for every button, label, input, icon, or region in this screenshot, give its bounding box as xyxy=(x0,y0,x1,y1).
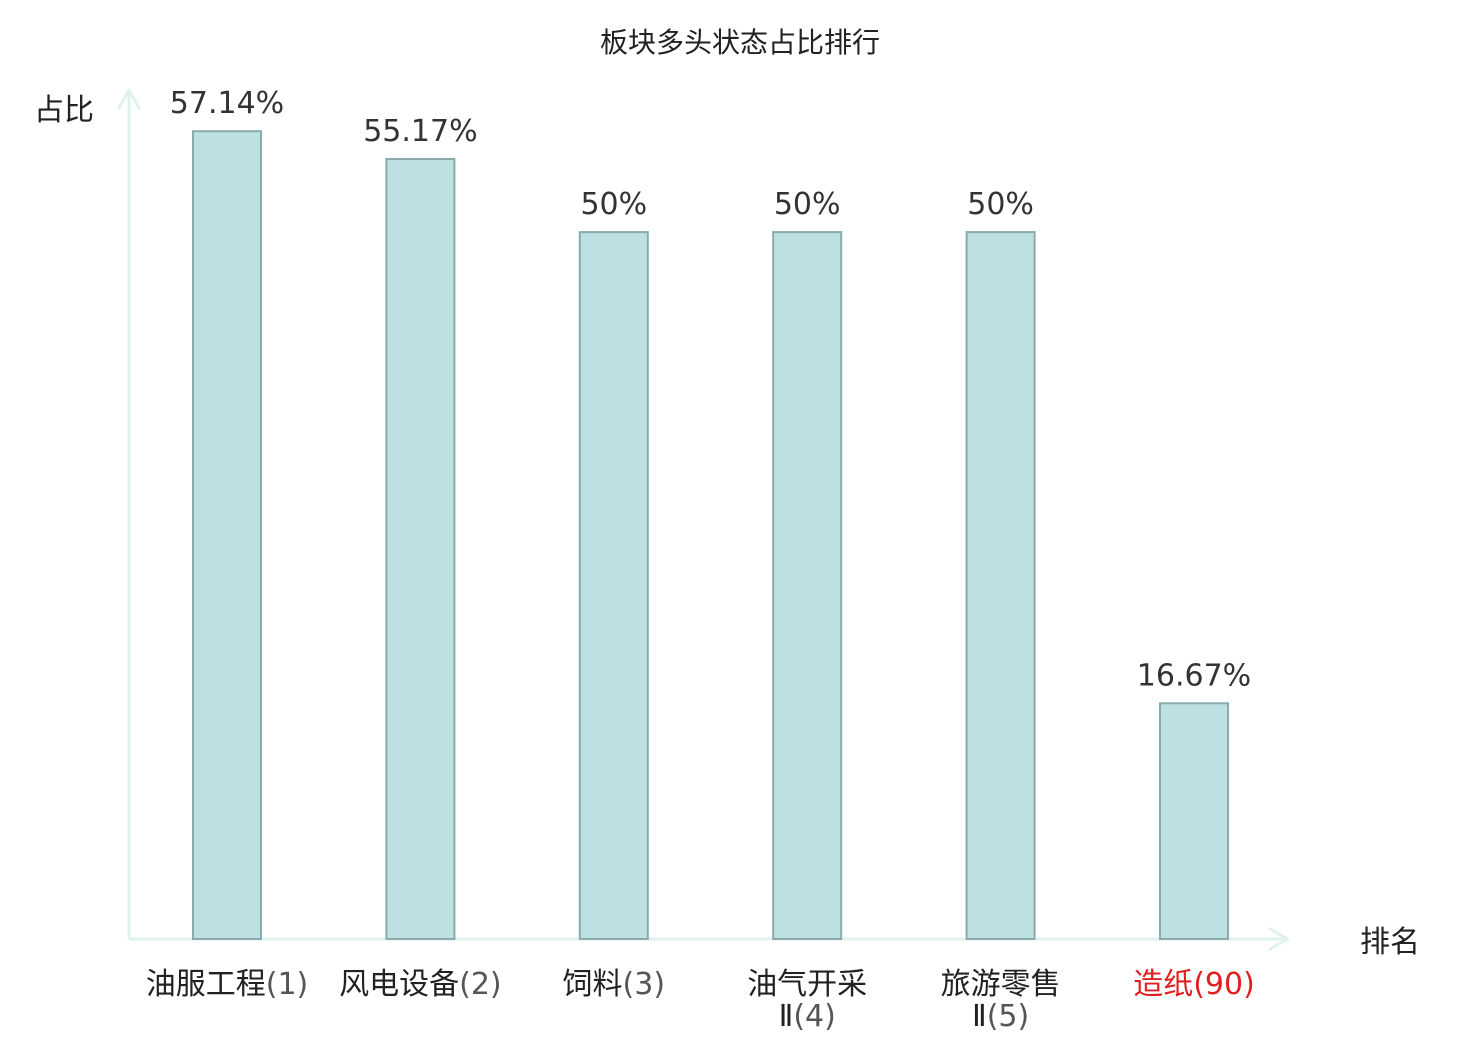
x-tick-rank: (1) xyxy=(266,967,309,1002)
x-tick-category-name: 造纸 xyxy=(1133,967,1193,1002)
bars xyxy=(192,130,1229,941)
x-tick-labels: 油服工程(1) 风电设备(2) 饲料(3) 油气开采Ⅱ(4)旅游零售Ⅱ(5)造纸(90… xyxy=(146,967,1255,1034)
x-tick-label: 造纸(90) xyxy=(1133,967,1255,1002)
x-tick-line: 油气开采 xyxy=(747,967,867,1002)
x-tick-line: 造纸(90) xyxy=(1133,967,1255,1002)
x-tick-category-name: Ⅱ xyxy=(779,999,794,1034)
bar xyxy=(192,130,262,940)
x-tick-category-name: 饲料 xyxy=(563,967,623,1002)
x-tick-rank: (5) xyxy=(987,999,1030,1034)
x-tick-rank: (4) xyxy=(793,999,836,1034)
x-tick-category-name: 油服工程 xyxy=(146,967,266,1002)
x-tick-line: Ⅱ(5) xyxy=(972,999,1029,1034)
x-tick-rank: (2) xyxy=(459,967,502,1002)
bar xyxy=(965,231,1036,941)
y-axis-arrow-icon xyxy=(117,88,141,110)
x-tick-line: Ⅱ(4) xyxy=(779,999,836,1034)
x-tick-line: 旅游零售 xyxy=(941,967,1061,1002)
bar-value-label: 55.17% xyxy=(363,114,477,149)
x-tick-rank: (3) xyxy=(623,967,666,1002)
x-tick-line: 饲料(3) xyxy=(563,967,666,1002)
x-tick-category-name: 旅游零售 xyxy=(941,967,1061,1002)
bar-value-label: 57.14% xyxy=(170,86,284,121)
x-tick-line: 油服工程(1) xyxy=(146,967,309,1002)
x-tick-label: 风电设备(2) xyxy=(339,967,502,1002)
x-tick-label: 饲料(3) xyxy=(563,967,666,1002)
x-axis-arrow-icon xyxy=(1268,927,1290,951)
x-tick-label: 油服工程(1) xyxy=(146,967,309,1002)
x-tick-rank: (90) xyxy=(1193,967,1255,1002)
axes: 占比 排名 xyxy=(34,88,1420,960)
bar-value-label: 50% xyxy=(580,187,647,222)
bar xyxy=(1159,702,1229,940)
x-tick-category-name: Ⅱ xyxy=(972,999,987,1034)
bar-value-label: 16.67% xyxy=(1137,658,1251,693)
bar xyxy=(385,158,456,940)
bar-value-label: 50% xyxy=(774,187,841,222)
chart-title: 板块多头状态占比排行 xyxy=(600,26,880,59)
y-axis-title: 占比 xyxy=(34,93,94,128)
x-tick-category-name: 油气开采 xyxy=(747,967,867,1002)
bar-value-label: 50% xyxy=(967,187,1034,222)
x-tick-category-name: 风电设备 xyxy=(339,967,459,1002)
value-labels: 57.14% 55.17% 50% 50% 50% 16.67% xyxy=(170,86,1251,693)
bar xyxy=(772,231,843,941)
x-tick-line: 风电设备(2) xyxy=(339,967,502,1002)
bar xyxy=(578,231,649,941)
x-axis-title: 排名 xyxy=(1360,925,1420,960)
